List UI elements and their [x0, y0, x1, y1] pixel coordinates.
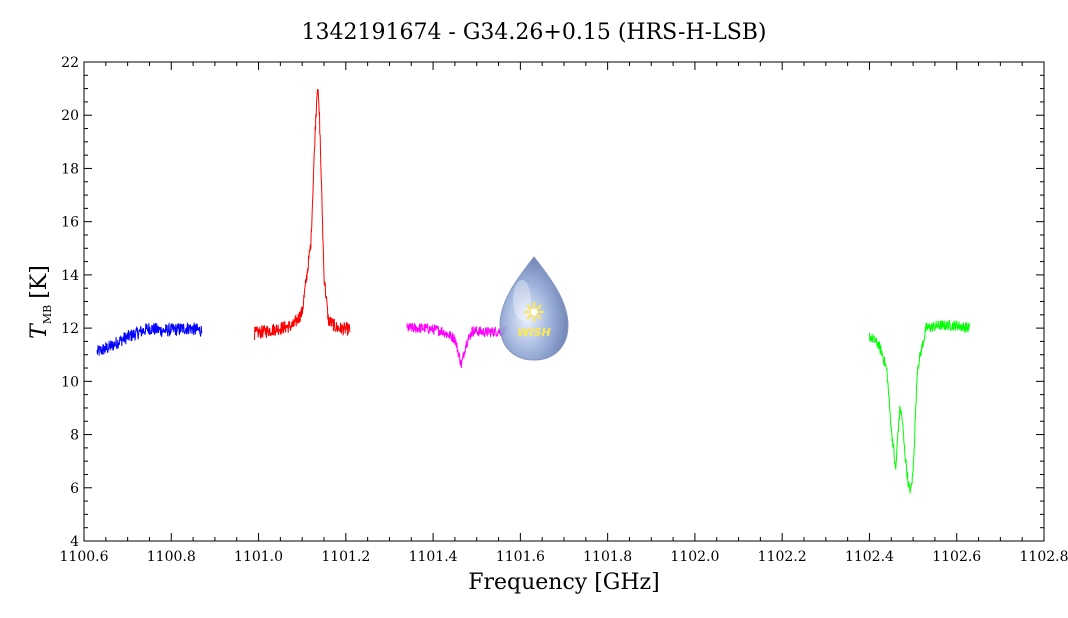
y-tick-label: 12	[61, 321, 79, 337]
y-tick-label: 20	[61, 108, 79, 124]
chart-title: 1342191674 - G34.26+0.15 (HRS-H-LSB)	[301, 20, 766, 45]
y-axis-subscript: MB	[41, 305, 54, 324]
x-tick-label: 1102.4	[845, 549, 894, 565]
x-tick-label: 1100.6	[60, 549, 109, 565]
x-axis-label: Frequency [GHz]	[468, 570, 660, 595]
x-tick-label: 1101.0	[234, 549, 283, 565]
spectrum-series-3	[869, 319, 971, 494]
x-tick-labels: 1100.6 1100.8 1101.0 1101.2 1101.4 1101.6 1101…	[60, 549, 1068, 565]
x-tick-label: 1101.6	[496, 549, 545, 565]
series-group	[96, 89, 971, 494]
x-tick-label: 1100.8	[147, 549, 196, 565]
x-tick-label: 1102.2	[758, 549, 807, 565]
wish-logo-text: WISH	[517, 326, 550, 339]
y-axis-symbol: T	[27, 322, 52, 339]
y-tick-label: 14	[61, 268, 79, 284]
x-tick-label: 1102.0	[670, 549, 719, 565]
x-tick-label: 1101.8	[583, 549, 632, 565]
spectrum-series-0	[96, 322, 203, 356]
spectrum-series-2	[406, 322, 508, 369]
svg-text:TMB[K]: TMB [K]	[27, 265, 54, 339]
y-tick-label: 16	[61, 215, 79, 231]
y-tick-label: 8	[70, 428, 79, 444]
x-tick-label: 1101.2	[321, 549, 370, 565]
y-tick-label: 18	[61, 161, 79, 177]
axis-ticks	[83, 61, 1045, 542]
y-axis-unit: [K]	[27, 265, 52, 299]
y-tick-label: 10	[61, 374, 79, 390]
y-axis-label: TMB [K]	[27, 265, 54, 339]
plot-frame	[83, 61, 1045, 542]
spectrum-series-1	[253, 89, 351, 341]
x-tick-label: 1102.8	[1020, 549, 1068, 565]
x-tick-label: 1101.4	[409, 549, 458, 565]
wish-logo: WISH	[499, 256, 569, 361]
x-tick-label: 1102.6	[932, 549, 981, 565]
y-tick-labels: 4 6 8 10 12 14 16 18 20 22	[61, 55, 79, 550]
y-tick-label: 22	[61, 55, 79, 71]
y-tick-label: 6	[70, 481, 79, 497]
y-tick-label: 4	[70, 534, 79, 550]
